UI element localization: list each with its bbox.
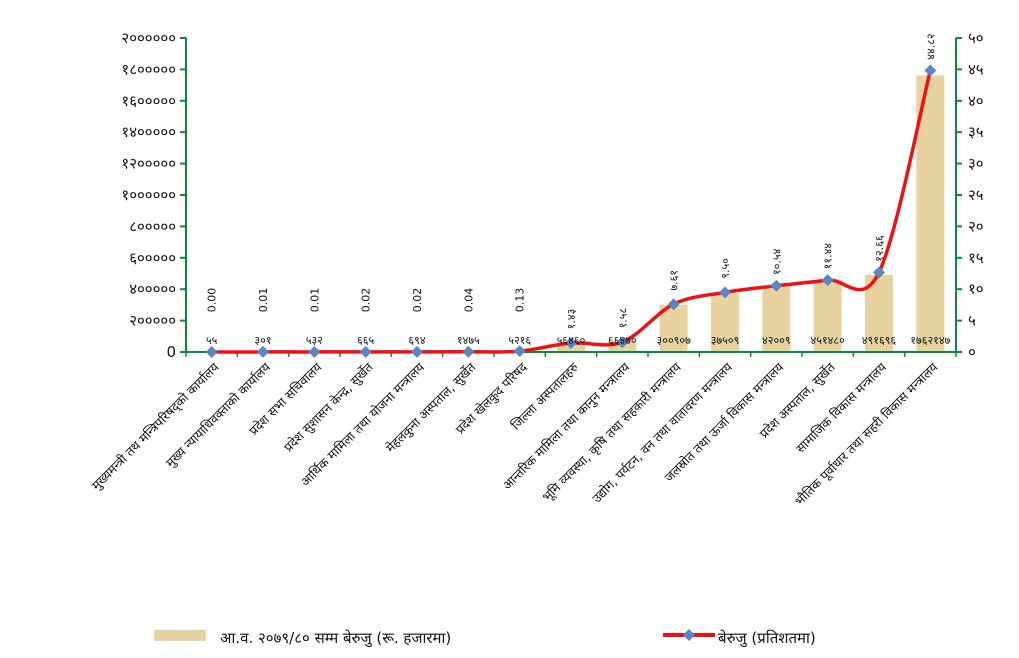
bar (813, 281, 842, 352)
bar-value-label: ६९४ (408, 334, 425, 347)
line-value-label: 0.04 (462, 288, 475, 313)
bar-value-label: १४७५ (457, 334, 480, 347)
legend-line-label: बेरुजु (प्रतिशतमा) (718, 629, 816, 648)
legend: आ.व. २०७९/८० सम्म बेरुजु (रू. हजारमा) बे… (154, 629, 816, 648)
line-marker (770, 279, 783, 292)
bar-value-label: १७६२१४७ (910, 334, 950, 347)
bar-data-labels: ५५ ३०१ ५३२ ६६५ ६९४ १४७५ ५२१६ ५६४६० ६६४७० ३००९०७ ३७… (206, 334, 951, 347)
right-tick-label: २५ (968, 186, 984, 204)
left-tick-label: १२००००० (121, 155, 176, 173)
left-tick-label: २००००० (129, 312, 176, 330)
bar-series (197, 75, 945, 352)
bar-value-label: ३००९०७ (657, 334, 692, 347)
line-value-label: 0.00 (206, 288, 219, 313)
bar-value-label: ३०१ (254, 334, 271, 347)
legend-bar-label: आ.व. २०७९/८० सम्म बेरुजु (रू. हजारमा) (220, 629, 451, 648)
line-marker (924, 64, 937, 77)
line-data-labels: 0.00 0.01 0.01 0.02 0.02 0.04 0.13 १.४३ १.५८ ७.६१… (206, 33, 938, 329)
category-label: प्रदेश सुशासन केन्द्र, सुर्खेत (281, 359, 378, 456)
line-value-label: 0.13 (514, 288, 527, 313)
bar-value-label: ५२१६ (508, 334, 531, 347)
right-axis-ticks: ० ५ १० १५ २० २५ ३० ३५ ४० ४५ ५० (956, 29, 984, 361)
line-marker (462, 345, 475, 358)
left-tick-label: १८००००० (121, 60, 176, 78)
left-tick-label: ६००००० (129, 249, 176, 267)
bar (711, 293, 739, 352)
line-value-label: १.५८ (616, 307, 629, 328)
right-tick-label: १० (968, 280, 984, 298)
bar (916, 75, 945, 352)
bar-value-label: ५६४६० (557, 334, 586, 347)
line-value-label: 0.01 (308, 288, 321, 313)
right-tick-label: ३० (968, 155, 984, 173)
line-marker (257, 345, 269, 358)
right-tick-label: ४० (968, 92, 984, 110)
line-marker (821, 274, 834, 287)
left-tick-label: १०००००० (121, 186, 176, 204)
bar-value-label: ५३२ (306, 334, 323, 347)
bar-value-label: ६६४७० (608, 334, 637, 347)
line-marker (565, 337, 577, 350)
bar-value-label: ४२००९ (762, 334, 791, 347)
line-value-label: ४४.८२ (924, 33, 937, 59)
line-marker (616, 336, 629, 349)
line-marker (411, 345, 423, 358)
line-value-label: ११.४४ (822, 243, 835, 270)
line-value-label: १०.५४ (770, 248, 783, 275)
line-value-label: 0.02 (411, 288, 424, 313)
legend-line-marker (683, 629, 695, 641)
line-value-label: ७.६१ (668, 270, 681, 291)
left-tick-label: १६००००० (121, 92, 176, 110)
line-marker (513, 345, 526, 358)
line-marker (205, 346, 218, 358)
category-label: मेहलकुना अस्पताल, सुर्खेत (383, 359, 480, 456)
right-tick-label: ४५ (968, 60, 984, 78)
left-tick-label: 0 (166, 343, 176, 361)
left-tick-label: २०००००० (121, 29, 176, 47)
bar-value-label: ३७५०९ (711, 334, 740, 347)
line-value-label: १२.६६ (873, 235, 886, 262)
right-tick-label: २० (968, 217, 984, 235)
right-tick-label: ३५ (968, 123, 984, 141)
percentage-line-series (205, 64, 937, 358)
line-value-label: 0.01 (257, 288, 270, 313)
right-tick-label: १५ (968, 249, 984, 267)
line-value-label: १.४३ (565, 309, 578, 330)
bar-value-label: ५५ (206, 334, 218, 347)
line-marker (667, 298, 680, 311)
left-axis-ticks: 0 २००००० ४००००० ६००००० ८००००० १०००००० १२००००० १… (121, 29, 186, 361)
line-marker (359, 345, 372, 358)
bar-value-label: ६६५ (357, 334, 374, 347)
line-marker (308, 345, 321, 358)
bar (762, 286, 791, 352)
line-path (211, 70, 933, 354)
line-value-label: 0.02 (360, 288, 373, 313)
category-label: सामाजिक विकास मन्त्रालय (793, 359, 890, 456)
line-marker (873, 266, 885, 279)
bar (659, 304, 688, 352)
category-labels: मुख्यमन्त्री तथ मन्त्रिपरिषद्को कार्यालय… (88, 359, 941, 509)
line-value-label: ९.५० (719, 258, 732, 279)
bar-value-label: ४५१४८० (811, 334, 846, 347)
left-tick-label: ४००००० (129, 280, 176, 298)
legend-bar-swatch (154, 630, 206, 641)
right-tick-label: ५० (968, 29, 984, 47)
left-tick-label: ८००००० (129, 217, 176, 235)
bar-value-label: ४९१६९६ (862, 334, 897, 347)
right-tick-label: ५ (968, 312, 976, 330)
left-tick-label: १४००००० (121, 123, 176, 141)
right-tick-label: ० (968, 343, 976, 361)
line-marker (719, 286, 731, 299)
